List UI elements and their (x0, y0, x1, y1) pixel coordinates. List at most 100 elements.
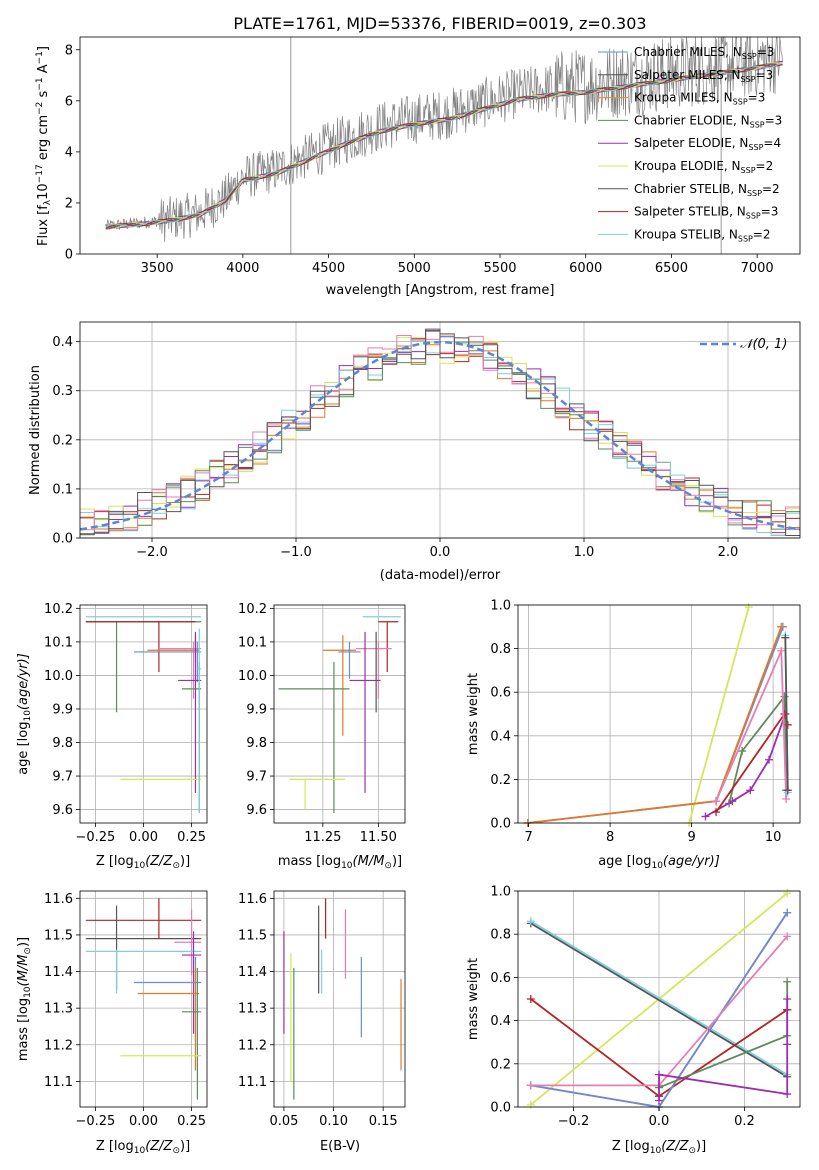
y-tick-label: 0.4 (490, 729, 511, 744)
y-tick-label: 0.2 (490, 1057, 511, 1072)
x-tick-label: 0.10 (319, 1114, 348, 1129)
legend-entry-2: Kroupa MILES, NSSP=3 (634, 91, 765, 107)
weight-point-3-0 (526, 995, 535, 1003)
x-tick-label: 0.0 (430, 545, 451, 560)
y-tick-label: 10.2 (238, 602, 267, 617)
weight-vs-metallicity-panel: −0.2 0.0 0.2 0.0 0.2 0.4 0.6 0.8 1.0 Z [log10(Z/… (466, 885, 801, 1156)
y-tick-label: 11.6 (238, 892, 267, 907)
weight-point-5-2 (783, 720, 792, 729)
y-tick-label: 0.8 (490, 642, 511, 657)
weight-point-8-4 (783, 995, 792, 1003)
residual-histograms (79, 328, 801, 536)
x-tick-label: 7000 (741, 261, 774, 276)
y-tick-label: 0.6 (490, 971, 511, 986)
y-tick-label: 0.2 (490, 773, 511, 788)
y-tick-label: 10.0 (238, 669, 267, 684)
y-tick-label: 11.3 (238, 1002, 267, 1017)
residual-ticks: −2.0 −1.0 0.0 1.0 2.0 0.0 0.1 0.2 0.3 0.4 (52, 335, 738, 560)
age-vs-metallicity-errorbars (85, 616, 202, 813)
model-line-4 (105, 61, 783, 229)
y-tick-label: 0.8 (490, 928, 511, 943)
weight-point-2-2 (777, 622, 786, 631)
weight-point-4-2 (746, 786, 755, 795)
weight-point-4-0 (701, 812, 710, 821)
weight-line-7 (658, 981, 789, 1089)
mass-vs-metallicity-ylabel: mass [log10(M/M⊙)] (16, 937, 33, 1061)
x-tick-label: 0.15 (369, 1114, 398, 1129)
weight-line-8 (784, 637, 789, 791)
legend-entry-3: Chabrier ELODIE, NSSP=3 (634, 113, 782, 129)
weight-point-6-1 (777, 646, 786, 655)
legend-entry-1: Salpeter MILES, NSSP=3 (634, 68, 773, 84)
y-tick-label: 9.8 (246, 736, 267, 751)
residual-panel: −2.0 −1.0 0.0 1.0 2.0 0.0 0.1 0.2 0.3 0.4 (data-m… (28, 321, 801, 583)
x-tick-label: 0.2 (734, 1114, 755, 1129)
legend-entry-8: Kroupa STELIB, NSSP=2 (634, 227, 771, 243)
y-tick-label: 11.2 (238, 1038, 267, 1053)
weight-point-8-2 (783, 1090, 792, 1099)
weight-line-2 (530, 920, 788, 1076)
x-tick-label: 9 (687, 830, 695, 845)
y-tick-label: 9.7 (246, 770, 267, 785)
x-tick-label: −0.25 (75, 1114, 115, 1129)
normal-legend-label: 𝒩(0, 1) (740, 337, 787, 352)
y-tick-label: 9.6 (246, 803, 267, 818)
weight-point-8-0 (781, 633, 790, 642)
residual-xlabel: (data-model)/error (380, 568, 501, 583)
x-tick-label: 2.0 (718, 545, 739, 560)
y-tick-label: 0.3 (52, 384, 73, 399)
model-line-6 (105, 63, 783, 230)
y-tick-label: 0.2 (52, 433, 73, 448)
weight-point-5-2 (783, 908, 792, 917)
weight-line-0 (688, 606, 750, 824)
y-tick-label: 2 (65, 196, 73, 211)
x-tick-label: 7 (524, 830, 532, 845)
x-tick-label: 0.25 (177, 1114, 206, 1129)
model-line-5 (105, 62, 783, 229)
mass-vs-reddening-xlabel: E(B-V) (320, 1139, 360, 1154)
weight-line-8 (658, 999, 789, 1101)
x-tick-label: −1.0 (280, 545, 312, 560)
spectrum-lines (105, 36, 783, 254)
weight-vs-age-xlabel: age [log10(age/yr)] (598, 854, 720, 871)
x-tick-label: 8 (606, 830, 614, 845)
x-tick-label: 0.25 (177, 830, 206, 845)
mass-vs-metallicity-xlabel: Z [log10(Z/Z⊙)] (96, 1139, 190, 1156)
y-tick-label: 8 (65, 43, 73, 58)
legend-entry-7: Salpeter STELIB, NSSP=3 (634, 205, 778, 221)
y-tick-label: 11.1 (44, 1075, 73, 1090)
x-tick-label: 3500 (141, 261, 174, 276)
weight-point-3-1 (738, 747, 747, 756)
x-tick-label: 11.25 (304, 830, 341, 845)
y-tick-label: 0.6 (490, 686, 511, 701)
y-tick-label: 11.5 (44, 928, 73, 943)
weight-point-7-2 (783, 977, 792, 986)
y-tick-label: 0.0 (52, 532, 73, 547)
y-tick-label: 10.1 (238, 635, 267, 650)
y-tick-label: 11.2 (44, 1038, 73, 1053)
x-tick-label: 0.00 (129, 830, 158, 845)
y-tick-label: 11.6 (44, 892, 73, 907)
y-tick-label: 0.0 (490, 817, 511, 832)
y-tick-label: 1.0 (490, 599, 511, 614)
weight-vs-age-panel: 7 8 9 10 0.0 0.2 0.4 0.6 0.8 1.0 age [log10(age/y… (466, 599, 801, 871)
y-tick-label: 6 (65, 94, 73, 109)
y-tick-label: 9.6 (52, 803, 73, 818)
x-tick-label: 4500 (312, 261, 345, 276)
y-tick-label: 10.1 (44, 635, 73, 650)
x-tick-label: −2.0 (136, 545, 168, 560)
mass-vs-metallicity-errorbars (85, 898, 202, 1100)
age-vs-mass-xlabel: mass [log10(M/M⊙)] (278, 854, 402, 871)
y-tick-label: 0.1 (52, 482, 73, 497)
spectrum-ticks: 3500 4000 4500 5000 5500 6000 6500 7000 0 2 4 6 8 (65, 43, 774, 276)
x-tick-label: 10 (765, 830, 782, 845)
residual-ylabel: Normed distribution (28, 365, 43, 495)
spectrum-panel: 3500 4000 4500 5000 5500 6000 6500 7000 0 2 4 6 8 wa… (35, 36, 801, 298)
x-tick-label: 1.0 (574, 545, 595, 560)
spectrum-xlabel: wavelength [Angstrom, rest frame] (326, 283, 555, 298)
weight-vs-metallicity-ylabel: mass weight (466, 958, 481, 1040)
y-tick-label: 0.0 (490, 1101, 511, 1116)
normal-curve (79, 340, 801, 531)
weight-point-4-3 (765, 755, 774, 764)
